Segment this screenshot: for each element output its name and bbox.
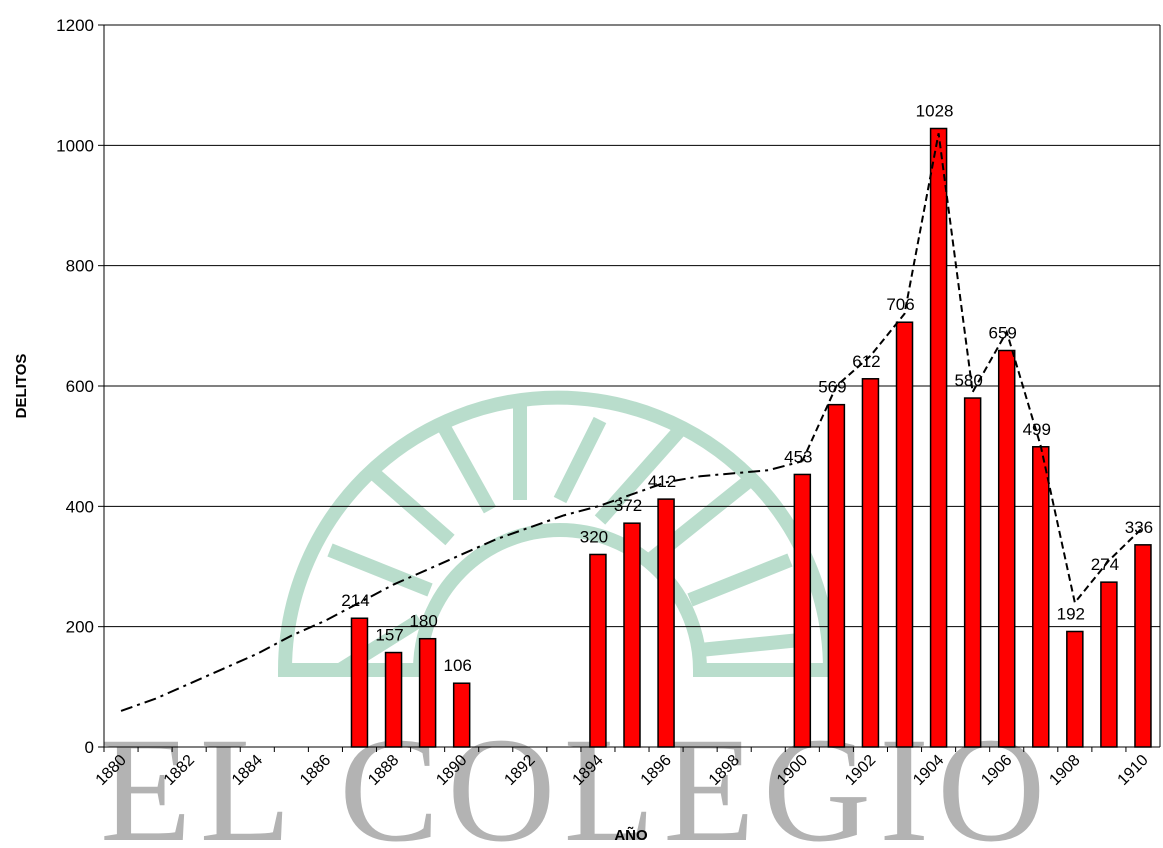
- bar: [623, 522, 641, 748]
- bar: [929, 127, 948, 748]
- y-tick-label: 1000: [56, 136, 94, 155]
- y-tick-label: 600: [66, 377, 94, 396]
- bar: [1032, 446, 1050, 748]
- bar: [1100, 581, 1118, 748]
- data-label: 706: [886, 295, 914, 314]
- bar: [418, 637, 437, 748]
- data-label: 453: [784, 447, 812, 466]
- data-label: 180: [409, 612, 437, 631]
- y-tick-label: 400: [66, 497, 94, 516]
- bar: [997, 349, 1016, 748]
- data-label: 192: [1057, 604, 1085, 623]
- bar: [1134, 544, 1152, 748]
- data-label: 157: [375, 626, 403, 645]
- y-tick-label: 0: [85, 738, 94, 757]
- bar: [793, 473, 812, 748]
- x-tick-label: 1910: [1115, 752, 1152, 789]
- bar: [861, 378, 880, 748]
- bar: [452, 682, 471, 748]
- y-axis-label: DELITOS: [13, 354, 30, 419]
- bar: [963, 397, 982, 748]
- data-label: 569: [818, 378, 846, 397]
- watermark-logo: [277, 390, 838, 677]
- data-label: 106: [443, 656, 471, 675]
- watermark-text: EL COLEGIO: [100, 707, 1053, 848]
- y-tick-label: 200: [66, 618, 94, 637]
- bar: [657, 498, 675, 748]
- bar: [384, 651, 403, 748]
- data-label: 214: [341, 591, 369, 610]
- trend-line: [801, 133, 1144, 605]
- data-label: 612: [852, 352, 880, 371]
- x-axis-label: AÑO: [614, 826, 648, 844]
- bar: [895, 321, 914, 748]
- y-tick-label: 1200: [56, 16, 94, 35]
- data-label: 1028: [916, 101, 954, 120]
- data-label: 580: [954, 371, 982, 390]
- bar: [827, 403, 846, 748]
- data-label: 336: [1125, 518, 1153, 537]
- data-label: 412: [648, 472, 676, 491]
- bar: [350, 617, 369, 748]
- trend-line: [120, 460, 803, 712]
- data-label: 659: [989, 324, 1017, 343]
- bar: [1066, 630, 1084, 748]
- bar: [589, 553, 607, 748]
- data-label: 372: [614, 496, 642, 515]
- data-label: 320: [580, 527, 608, 546]
- y-tick-label: 800: [66, 257, 94, 276]
